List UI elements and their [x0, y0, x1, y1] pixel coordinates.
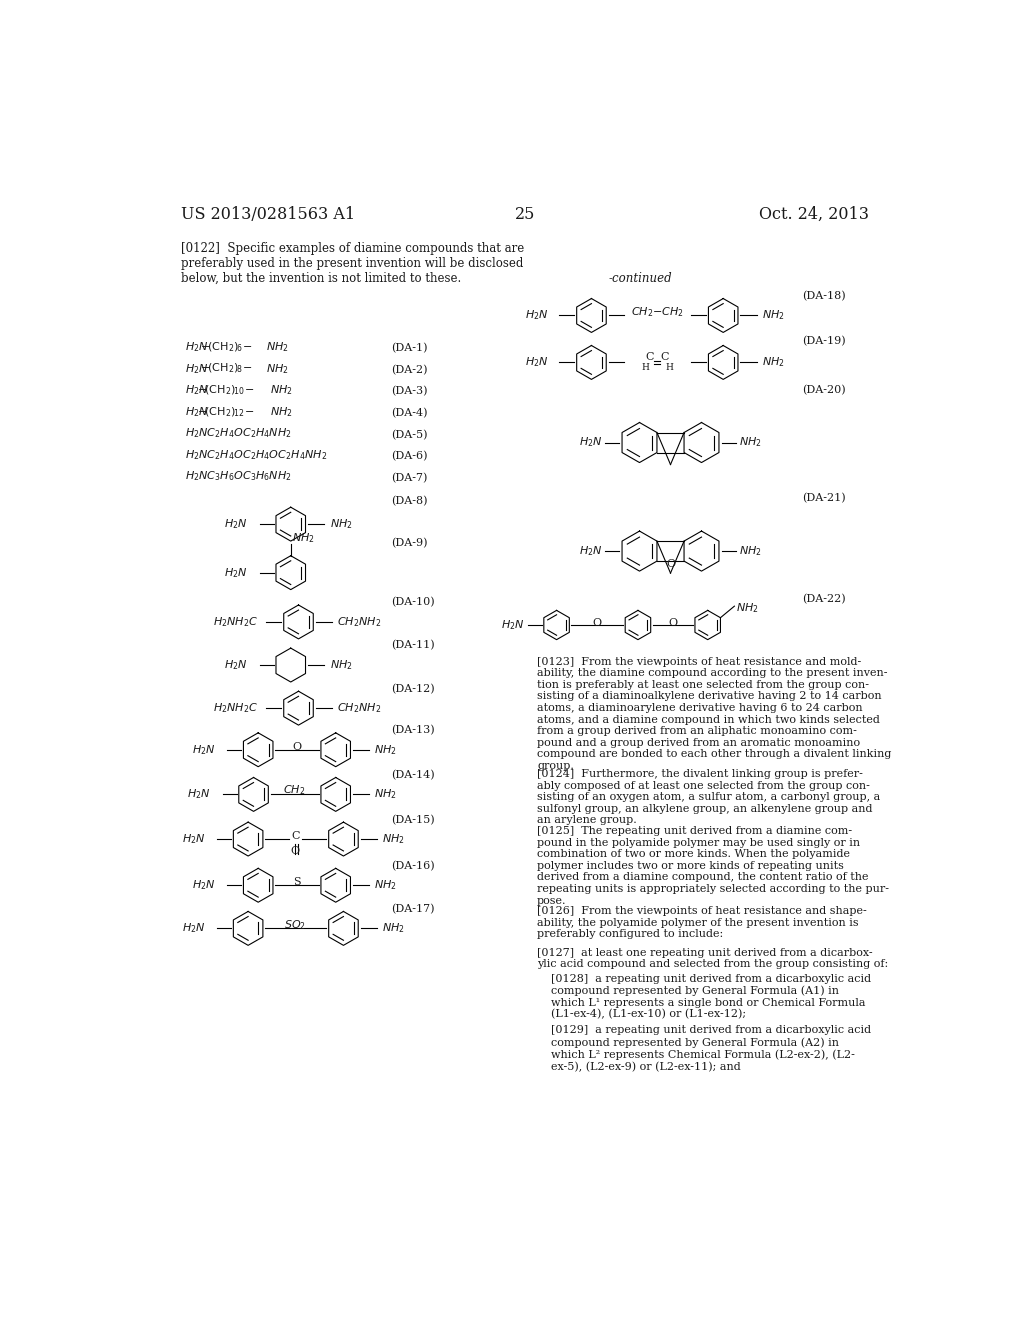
Text: C: C	[660, 352, 670, 362]
Text: (DA-14): (DA-14)	[391, 770, 435, 780]
Text: US 2013/0281563 A1: US 2013/0281563 A1	[180, 206, 355, 223]
Text: $H_2N$: $H_2N$	[224, 517, 248, 531]
Text: $\mathsf{-\!(CH_2)_{\!12}\!-}$: $\mathsf{-\!(CH_2)_{\!12}\!-}$	[197, 405, 254, 418]
Text: $NH_2$: $NH_2$	[762, 309, 784, 322]
Text: (DA-2): (DA-2)	[391, 364, 428, 375]
Text: (DA-11): (DA-11)	[391, 640, 435, 651]
Text: (DA-15): (DA-15)	[391, 814, 435, 825]
Text: (DA-4): (DA-4)	[391, 408, 428, 418]
Text: $H_2NC_2H_4OC_2H_4OC_2H_4NH_2$: $H_2NC_2H_4OC_2H_4OC_2H_4NH_2$	[184, 447, 327, 462]
Text: $H_2N$: $H_2N$	[184, 383, 208, 397]
Text: $CH_2NH_2$: $CH_2NH_2$	[337, 701, 382, 715]
Text: H: H	[665, 363, 673, 372]
Text: $H_2N$: $H_2N$	[525, 355, 549, 370]
Text: $H_2NH_2C$: $H_2NH_2C$	[213, 701, 258, 715]
Text: $H_2N$: $H_2N$	[579, 436, 602, 449]
Text: (DA-13): (DA-13)	[391, 725, 435, 735]
Text: (DA-6): (DA-6)	[391, 451, 428, 461]
Text: (DA-17): (DA-17)	[391, 904, 435, 913]
Text: O: O	[293, 742, 301, 751]
Text: (DA-10): (DA-10)	[391, 598, 435, 607]
Text: $H_2N$: $H_2N$	[182, 921, 206, 936]
Text: O: O	[291, 846, 300, 855]
Text: (DA-7): (DA-7)	[391, 473, 428, 483]
Text: S: S	[293, 878, 301, 887]
Text: (DA-1): (DA-1)	[391, 343, 428, 354]
Text: $NH_2$: $NH_2$	[266, 341, 289, 354]
Text: [0124]  Furthermore, the divalent linking group is prefer-
ably composed of at l: [0124] Furthermore, the divalent linking…	[538, 770, 881, 825]
Text: $NH_2$: $NH_2$	[375, 878, 397, 892]
Text: (DA-5): (DA-5)	[391, 429, 428, 440]
Text: $H_2N$: $H_2N$	[224, 659, 248, 672]
Text: (DA-12): (DA-12)	[391, 684, 435, 694]
Text: (DA-21): (DA-21)	[802, 494, 846, 504]
Text: $H_2N$: $H_2N$	[184, 362, 208, 375]
Text: -continued: -continued	[608, 272, 672, 285]
Text: [0129]  a repeating unit derived from a dicarboxylic acid
compound represented b: [0129] a repeating unit derived from a d…	[551, 1026, 871, 1072]
Text: $H_2N$: $H_2N$	[501, 618, 524, 632]
Text: $H_2N$: $H_2N$	[525, 309, 549, 322]
Text: $CH_2NH_2$: $CH_2NH_2$	[337, 615, 382, 628]
Text: $CH_2$: $CH_2$	[284, 784, 306, 797]
Text: $\mathsf{-\!(CH_2)_{\!8}\!-}$: $\mathsf{-\!(CH_2)_{\!8}\!-}$	[200, 362, 252, 375]
Text: (DA-20): (DA-20)	[802, 385, 846, 395]
Text: $NH_2$: $NH_2$	[382, 921, 406, 936]
Text: $\mathsf{-\!(CH_2)_{\!6}\!-}$: $\mathsf{-\!(CH_2)_{\!6}\!-}$	[200, 341, 252, 354]
Text: $NH_2$: $NH_2$	[292, 531, 315, 545]
Text: (DA-9): (DA-9)	[391, 539, 428, 548]
Text: [0127]  at least one repeating unit derived from a dicarbox-
ylic acid compound : [0127] at least one repeating unit deriv…	[538, 948, 889, 969]
Text: Oct. 24, 2013: Oct. 24, 2013	[759, 206, 869, 223]
Text: $NH_2$: $NH_2$	[375, 743, 397, 756]
Text: (DA-16): (DA-16)	[391, 861, 435, 871]
Text: $H_2N$: $H_2N$	[224, 566, 248, 579]
Text: $NH_2$: $NH_2$	[266, 362, 289, 375]
Text: C: C	[291, 832, 300, 841]
Text: 25: 25	[515, 206, 535, 223]
Text: $NH_2$: $NH_2$	[736, 601, 759, 615]
Text: (DA-22): (DA-22)	[802, 594, 846, 605]
Text: (DA-18): (DA-18)	[802, 290, 846, 301]
Text: $NH_2$: $NH_2$	[382, 832, 406, 846]
Text: $NH_2$: $NH_2$	[738, 436, 762, 449]
Text: C: C	[645, 352, 654, 362]
Text: $H_2NC_3H_6OC_3H_6NH_2$: $H_2NC_3H_6OC_3H_6NH_2$	[184, 470, 292, 483]
Text: $SO_2$: $SO_2$	[285, 919, 306, 932]
Text: H: H	[642, 363, 649, 372]
Text: $NH_2$: $NH_2$	[330, 517, 352, 531]
Text: (DA-8): (DA-8)	[391, 496, 428, 506]
Text: [0128]  a repeating unit derived from a dicarboxylic acid
compound represented b: [0128] a repeating unit derived from a d…	[551, 974, 871, 1020]
Text: [0123]  From the viewpoints of heat resistance and mold-
ability, the diamine co: [0123] From the viewpoints of heat resis…	[538, 656, 892, 771]
Text: O: O	[669, 618, 678, 628]
Text: $H_2N$: $H_2N$	[191, 878, 216, 892]
Text: $H_2N$: $H_2N$	[184, 341, 208, 354]
Text: $H_2N$: $H_2N$	[191, 743, 216, 756]
Text: $\mathsf{-\!(CH_2)_{\!10}\!-}$: $\mathsf{-\!(CH_2)_{\!10}\!-}$	[197, 383, 254, 397]
Text: $NH_2$: $NH_2$	[270, 405, 293, 418]
Text: $NH_2$: $NH_2$	[738, 544, 762, 558]
Text: (DA-19): (DA-19)	[802, 335, 846, 346]
Text: [0122]  Specific examples of diamine compounds that are
preferably used in the p: [0122] Specific examples of diamine comp…	[180, 242, 524, 285]
Text: $H_2N$: $H_2N$	[579, 544, 602, 558]
Text: $NH_2$: $NH_2$	[270, 383, 293, 397]
Text: O: O	[592, 618, 601, 628]
Text: $CH_2{-}CH_2$: $CH_2{-}CH_2$	[631, 305, 684, 319]
Text: $H_2NH_2C$: $H_2NH_2C$	[213, 615, 258, 628]
Text: $H_2N$: $H_2N$	[187, 788, 211, 801]
Text: [0126]  From the viewpoints of heat resistance and shape-
ability, the polyamide: [0126] From the viewpoints of heat resis…	[538, 906, 867, 940]
Text: O: O	[666, 560, 675, 569]
Text: $NH_2$: $NH_2$	[762, 355, 784, 370]
Text: $NH_2$: $NH_2$	[375, 788, 397, 801]
Text: $H_2NC_2H_4OC_2H_4NH_2$: $H_2NC_2H_4OC_2H_4NH_2$	[184, 426, 292, 440]
Text: $H_2N$: $H_2N$	[182, 832, 206, 846]
Text: $NH_2$: $NH_2$	[330, 659, 352, 672]
Text: (DA-3): (DA-3)	[391, 387, 428, 396]
Text: $H_2N$: $H_2N$	[184, 405, 208, 418]
Text: [0125]  The repeating unit derived from a diamine com-
pound in the polyamide po: [0125] The repeating unit derived from a…	[538, 826, 889, 906]
